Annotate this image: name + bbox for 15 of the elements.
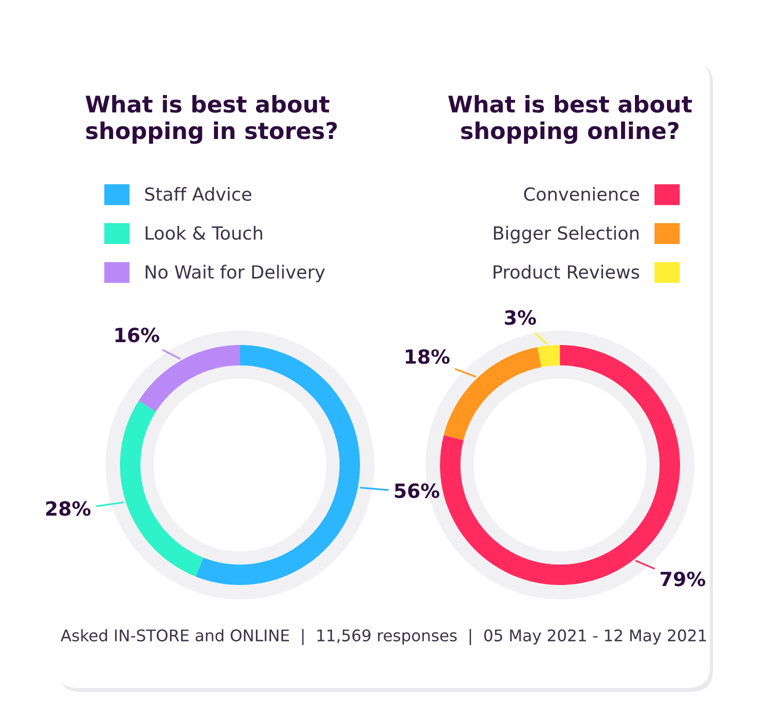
data-label: 56% (394, 483, 440, 498)
data-label: 18% (406, 349, 450, 364)
data-label: 16% (116, 328, 160, 342)
legend-label: Product Reviews (494, 264, 640, 279)
legend-label: Staff Advice (145, 186, 252, 201)
legend-label: No Wait for Delivery (146, 264, 325, 282)
data-label: 3% (504, 310, 536, 325)
chart-title: What is best about shopping online? (448, 95, 692, 144)
data-label: 79% (660, 572, 706, 586)
chart-title: What is best about shopping in stores? (86, 95, 337, 144)
legend-label: Convenience (524, 186, 640, 201)
text: Asked IN-STORE and ONLINE | 11,569 responses | 05 May 2021 - 12 May 2021 (60, 629, 706, 645)
legend-label: Look & Touch (146, 226, 262, 240)
legend-label: Bigger Selection (494, 226, 638, 244)
data-label: 28% (46, 501, 91, 516)
